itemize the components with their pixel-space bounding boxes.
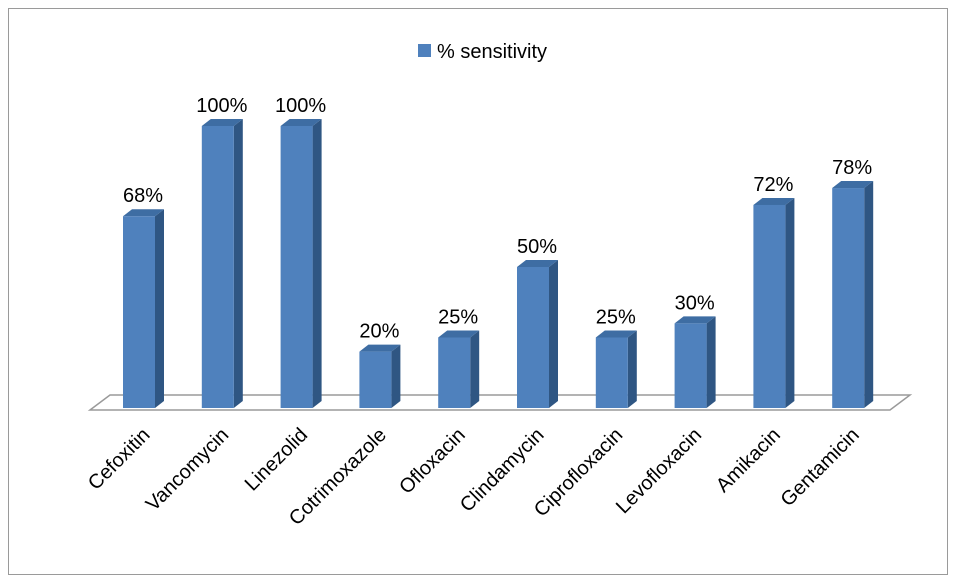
bar-side-face	[391, 344, 401, 408]
bar-front-face	[280, 126, 313, 408]
bar-side-face	[155, 209, 164, 408]
data-label: 100%	[275, 95, 326, 117]
bar-top-face	[201, 119, 243, 126]
bar-side-face	[864, 181, 874, 408]
bar-side-face	[706, 316, 716, 408]
data-label: 78%	[832, 157, 872, 179]
bar-front-face	[674, 323, 707, 408]
bar-ofloxacin	[438, 330, 480, 408]
data-label: 68%	[123, 185, 163, 207]
tick-label: Linezolid	[241, 424, 312, 495]
bar-cefoxitin	[123, 209, 164, 408]
legend: % sensitivity	[418, 41, 547, 63]
bar-front-face	[595, 337, 628, 408]
bar-top-face	[438, 330, 480, 338]
legend-swatch	[418, 44, 431, 57]
bar-top-face	[280, 119, 322, 126]
bar-linezolid	[280, 119, 322, 408]
bar-top-face	[359, 344, 401, 352]
data-label: 72%	[753, 174, 793, 196]
bar-front-face	[753, 204, 786, 408]
bar-front-face	[359, 351, 392, 408]
tick-label: Ofloxacin	[395, 424, 470, 499]
bar-gentamicin	[832, 181, 874, 408]
bar-side-face	[233, 119, 243, 408]
bar-cotrimoxazole	[359, 344, 401, 408]
bar-side-face	[627, 330, 637, 408]
bar-top-face	[595, 330, 637, 338]
bar-top-face	[123, 209, 164, 217]
bar-vancomycin	[201, 119, 243, 408]
bar-front-face	[438, 337, 471, 408]
data-label: 25%	[596, 307, 636, 329]
bar-top-face	[753, 197, 795, 205]
bar-front-face	[201, 126, 234, 408]
tick-label: Cefoxitin	[84, 424, 155, 495]
data-label: 25%	[438, 307, 478, 329]
bar-clindamycin	[517, 260, 558, 408]
bar-amikacin	[753, 197, 795, 408]
bar-side-face	[785, 197, 795, 408]
bar-front-face	[832, 188, 865, 408]
bar-side-face	[312, 119, 322, 408]
bar-side-face	[470, 330, 480, 408]
bar-front-face	[123, 216, 155, 408]
data-label: 20%	[359, 321, 399, 343]
data-label: 50%	[517, 236, 557, 258]
legend-entry: % sensitivity	[437, 41, 547, 63]
data-label: 100%	[196, 95, 247, 117]
bar-side-face	[549, 260, 558, 408]
bar-ciprofloxacin	[595, 330, 637, 408]
tick-label: Amikacin	[712, 424, 785, 497]
tick-label: Vancomycin	[142, 424, 234, 516]
tick-label: Levofloxacin	[612, 424, 706, 518]
bar-levofloxacin	[674, 316, 716, 408]
bar-top-face	[674, 316, 716, 324]
bar-front-face	[517, 267, 549, 408]
bar-top-face	[832, 181, 874, 189]
bar-top-face	[517, 260, 558, 267]
tick-label: Gentamicin	[777, 424, 864, 511]
data-label: 30%	[675, 292, 715, 314]
